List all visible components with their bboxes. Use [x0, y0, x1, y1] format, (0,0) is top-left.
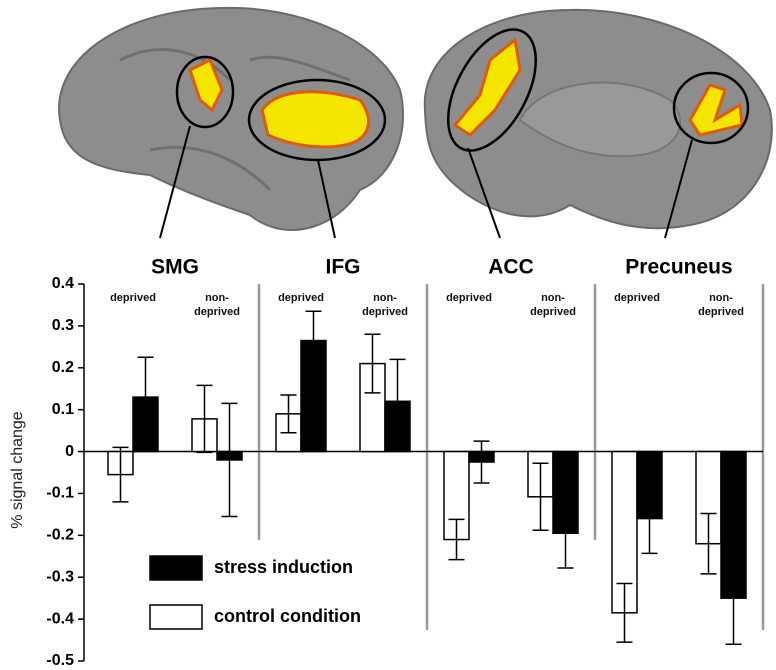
y-tick-label: -0.2 [46, 527, 74, 544]
y-tick-label: -0.4 [46, 610, 74, 627]
error-bar [641, 483, 658, 555]
error-bar [305, 310, 322, 371]
x-tick-label: deprived [278, 292, 324, 304]
x-tick-label: non-deprived [362, 292, 408, 318]
x-tick-label: non-deprived [530, 292, 576, 318]
legend-swatch [149, 555, 203, 581]
error-bar [112, 446, 129, 503]
x-tick-label: deprived [446, 292, 492, 304]
y-tick-label: -0.1 [46, 485, 74, 502]
error-bar [616, 582, 633, 643]
x-tick-label: deprived [110, 292, 156, 304]
y-tick-label: 0 [65, 443, 74, 460]
group-label: SMG [151, 256, 199, 279]
brain-illustration [58, 6, 773, 239]
legend-swatch [149, 604, 203, 630]
error-bar [280, 394, 297, 434]
group-label: ACC [488, 256, 534, 279]
error-bar [557, 497, 574, 569]
y-tick-label: 0.2 [52, 359, 74, 376]
group-label: IFG [326, 256, 361, 279]
y-axis-label: % signal change [9, 411, 26, 529]
error-bar [137, 356, 154, 438]
x-tick-label: non-deprived [194, 292, 240, 318]
error-bar [364, 333, 381, 394]
error-bar [389, 358, 406, 444]
y-tick-label: -0.5 [46, 652, 74, 669]
x-tick-label: non-deprived [698, 292, 744, 318]
legend-label: control condition [214, 606, 361, 626]
y-tick-label: 0.1 [52, 401, 74, 418]
error-bar [725, 551, 742, 645]
y-tick-label: -0.3 [46, 568, 74, 585]
error-bar [196, 384, 213, 454]
error-bar [532, 462, 549, 532]
x-tick-label: deprived [614, 292, 660, 304]
error-bar [700, 512, 717, 575]
legend-label: stress induction [214, 557, 353, 577]
y-tick-label: 0.3 [52, 317, 74, 334]
y-tick-label: 0.4 [52, 275, 74, 292]
error-bar [473, 440, 490, 484]
error-bar [221, 402, 238, 518]
error-bar [448, 518, 465, 561]
group-label: Precuneus [625, 256, 732, 279]
